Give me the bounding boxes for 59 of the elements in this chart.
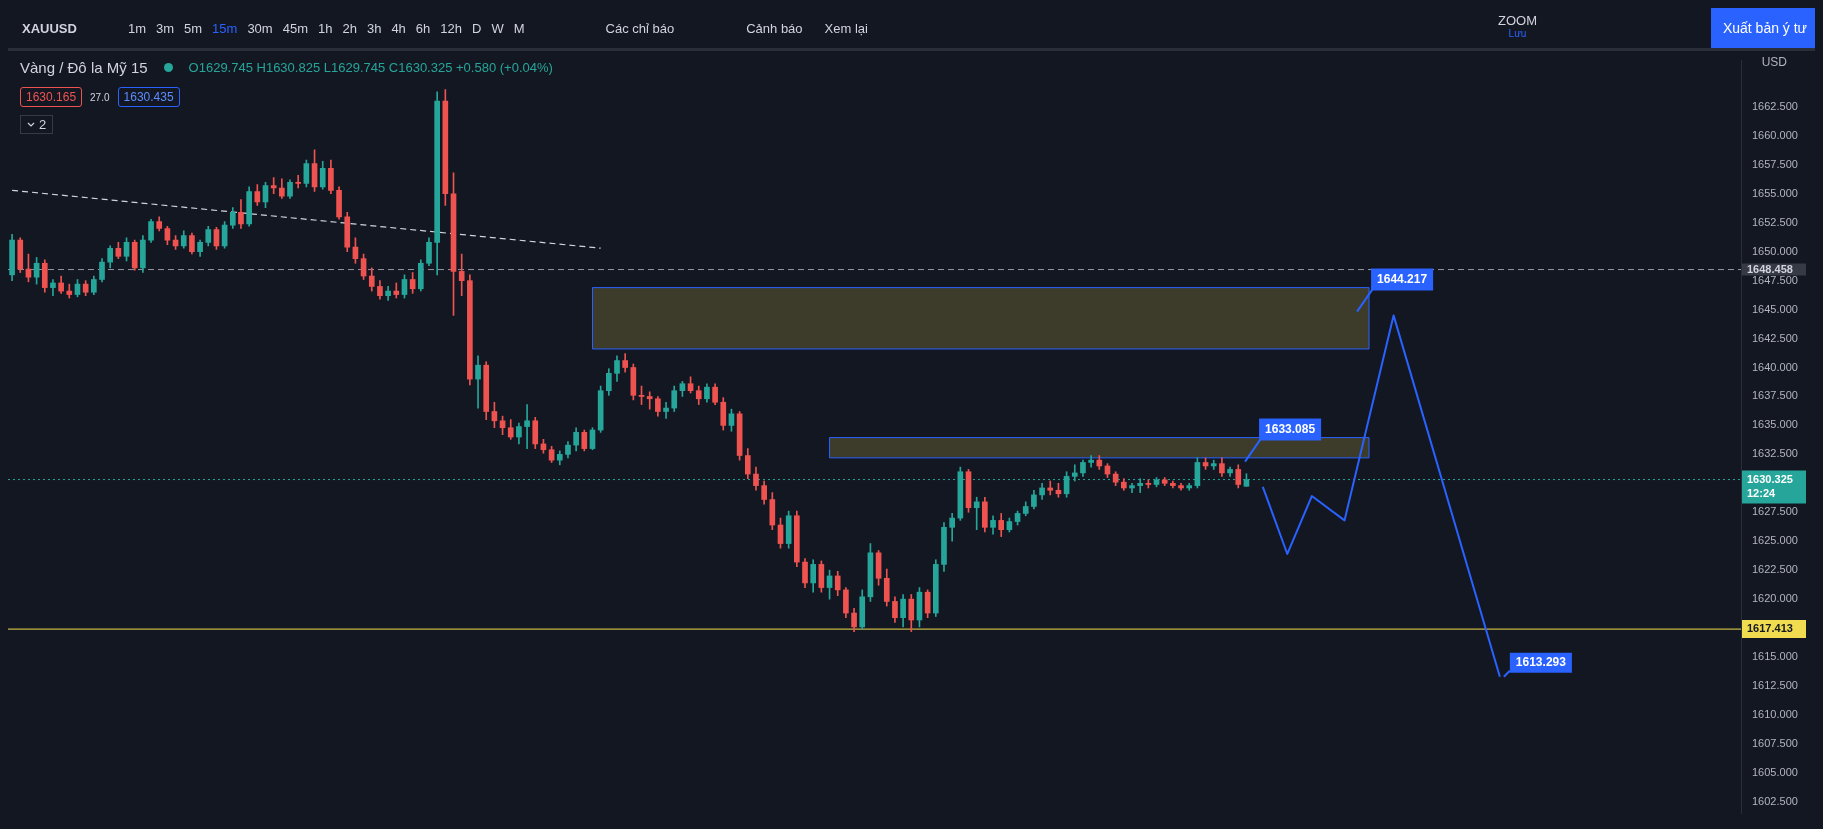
text: ZOOM — [1498, 13, 1537, 28]
text: Xem lại — [823, 20, 869, 36]
y-tick-label: 1622.500 — [1752, 563, 1798, 576]
text: Xuất bản ý tư — [1710, 8, 1815, 48]
ref-line-label: 1617.413 — [1747, 622, 1793, 635]
y-tick-label: 1602.500 — [1752, 794, 1798, 807]
y-axis-title: USD — [1761, 55, 1787, 69]
text: 30m — [246, 20, 274, 36]
y-tick-label: 1660.000 — [1752, 128, 1798, 141]
y-tick-label: 1620.000 — [1752, 592, 1798, 605]
ref-line-label: 1648.458 — [1747, 262, 1793, 275]
text: 1m — [126, 20, 147, 36]
text: 45m — [281, 20, 309, 36]
y-tick-label: 1650.000 — [1752, 244, 1798, 257]
text: 12h — [439, 20, 464, 36]
text: XAUUSD — [21, 20, 78, 36]
y-tick-label: 1657.500 — [1752, 157, 1798, 170]
y-tick-label: 1645.000 — [1752, 302, 1798, 315]
ref-line-label: 1630.325 — [1747, 472, 1793, 485]
y-tick-label: 1612.500 — [1752, 679, 1798, 692]
band-label: 1644.217 — [1377, 271, 1428, 286]
text: D — [471, 20, 483, 36]
annotation: 1630.165 — [20, 87, 83, 107]
y-tick-label: 1627.500 — [1752, 505, 1798, 518]
band-label: 1633.085 — [1265, 421, 1316, 436]
text: 4h — [390, 20, 407, 36]
chart-subtitle: O1629.745 H1630.825 L1629.745 C1630.325 +0.580 (+0.04%) — [188, 60, 553, 75]
text: Cảnh báo — [745, 20, 804, 36]
y-tick-label: 1610.000 — [1752, 707, 1798, 720]
y-tick-label: 1642.500 — [1752, 331, 1798, 344]
chart-title: Vàng / Đô la Mỹ 15 — [20, 59, 148, 76]
annotation: 2 — [39, 117, 47, 132]
y-tick-label: 1647.500 — [1752, 273, 1798, 286]
data-label: 1613.293 — [1515, 655, 1567, 670]
y-tick-label: 1652.500 — [1752, 215, 1798, 228]
text: 15m — [211, 20, 239, 36]
y-tick-label: 1615.000 — [1752, 650, 1798, 663]
text: 3m — [154, 20, 176, 36]
text: W — [490, 20, 505, 36]
y-tick-label: 1625.000 — [1752, 534, 1798, 547]
text: 3h — [365, 20, 383, 36]
text: 12:24 — [1747, 486, 1777, 499]
y-tick-label: 1605.000 — [1752, 765, 1798, 778]
text: 6h — [414, 20, 432, 36]
annotation: 1630.435 — [117, 87, 180, 107]
annotation: 27.0 — [90, 91, 110, 103]
text: 2h — [341, 20, 358, 36]
y-tick-label: 1655.000 — [1752, 186, 1798, 199]
y-tick-label: 1640.000 — [1752, 360, 1798, 373]
y-tick-label: 1662.500 — [1752, 99, 1798, 112]
text: 1h — [317, 20, 334, 36]
y-tick-label: 1637.500 — [1752, 389, 1798, 402]
text: Lưu — [1508, 27, 1527, 40]
text: Các chỉ báo — [604, 20, 676, 36]
y-tick-label: 1632.500 — [1752, 447, 1798, 460]
y-tick-label: 1635.000 — [1752, 418, 1798, 431]
y-tick-label: 1607.500 — [1752, 736, 1798, 749]
text: 5m — [183, 20, 204, 36]
text: M — [512, 20, 526, 36]
